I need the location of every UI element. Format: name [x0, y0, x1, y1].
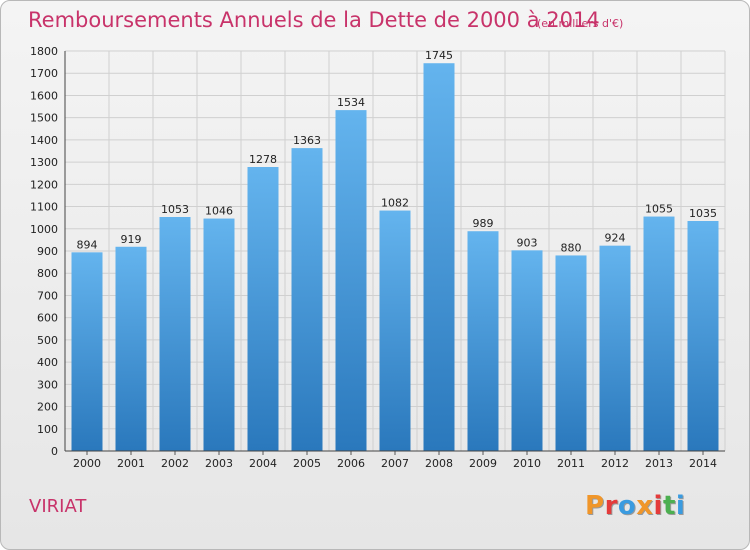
bars [71, 63, 719, 451]
x-tick-label: 2010 [513, 457, 541, 470]
bar [291, 148, 323, 451]
y-tick-label: 1800 [30, 45, 58, 58]
y-tick-label: 1100 [30, 201, 58, 214]
bar [115, 246, 147, 451]
y-tick-label: 300 [37, 378, 58, 391]
bar-value-label: 1534 [337, 96, 365, 109]
bar [687, 221, 719, 451]
logo-letter: i [675, 491, 686, 521]
x-tick-label: 2003 [205, 457, 233, 470]
y-tick-label: 1600 [30, 89, 58, 102]
bar-value-label: 1278 [249, 153, 277, 166]
bar-value-label: 1053 [161, 203, 189, 216]
y-tick-label: 1500 [30, 112, 58, 125]
y-tick-label: 1700 [30, 67, 58, 80]
y-tick-label: 1000 [30, 223, 58, 236]
y-tick-label: 900 [37, 245, 58, 258]
bar [203, 218, 235, 451]
x-tick-label: 2012 [601, 457, 629, 470]
y-tick-label: 800 [37, 267, 58, 280]
bar [467, 231, 499, 451]
x-tick-label: 2008 [425, 457, 453, 470]
bar [159, 217, 191, 451]
bar [643, 216, 675, 451]
logo-letter: i [653, 491, 663, 521]
x-tick-label: 2000 [73, 457, 101, 470]
axes [64, 51, 725, 455]
y-tick-label: 200 [37, 401, 58, 414]
logo-letter: P [585, 491, 605, 521]
logo-letter: o [617, 491, 637, 521]
bar [555, 255, 587, 451]
bar-value-label: 924 [605, 232, 626, 245]
y-tick-label: 700 [37, 289, 58, 302]
bar-value-label: 903 [517, 236, 538, 249]
y-tick-label: 100 [37, 423, 58, 436]
bar-value-label: 919 [121, 233, 142, 246]
logo-letter: r [604, 491, 618, 521]
bar-value-label: 1363 [293, 134, 321, 147]
bar-value-label: 1745 [425, 49, 453, 62]
bar [247, 167, 279, 451]
commune-name: VIRIAT [29, 496, 87, 517]
chart-unit: (en milliers d'€) [537, 17, 624, 30]
y-tick-label: 0 [51, 445, 58, 458]
bar-value-label: 1035 [689, 207, 717, 220]
y-tick-label: 500 [37, 334, 58, 347]
bar [379, 210, 411, 451]
bar-value-label: 1055 [645, 203, 673, 216]
bar [599, 245, 631, 451]
labels: 0 100 200 300 400 500 600 700 800 900 1000 1100 1200… [30, 45, 717, 470]
y-tick-label: 1300 [30, 156, 58, 169]
bar [423, 63, 455, 451]
bar-value-label: 989 [473, 217, 494, 230]
x-tick-label: 2009 [469, 457, 497, 470]
x-tick-label: 2004 [249, 457, 277, 470]
x-tick-label: 2014 [689, 457, 717, 470]
x-tick-label: 2011 [557, 457, 585, 470]
y-tick-label: 600 [37, 312, 58, 325]
x-tick-label: 2007 [381, 457, 409, 470]
x-tick-label: 2013 [645, 457, 673, 470]
x-tick-label: 2005 [293, 457, 321, 470]
bar-value-label: 1046 [205, 205, 233, 218]
y-tick-label: 400 [37, 356, 58, 369]
bar [335, 110, 367, 451]
proxiti-logo[interactable]: Proxiti [585, 491, 685, 521]
bar-value-label: 894 [77, 238, 98, 251]
x-tick-label: 2001 [117, 457, 145, 470]
chart-title: Remboursements Annuels de la Dette de 20… [28, 8, 600, 32]
x-tick-label: 2006 [337, 457, 365, 470]
bar [71, 252, 103, 451]
y-tick-label: 1400 [30, 134, 58, 147]
x-tick-label: 2002 [161, 457, 189, 470]
bar-value-label: 1082 [381, 197, 409, 210]
logo-letter: x [636, 491, 654, 521]
y-tick-label: 1200 [30, 178, 58, 191]
logo-letter: t [662, 491, 676, 521]
bar-value-label: 880 [561, 241, 582, 254]
bar [511, 250, 543, 451]
